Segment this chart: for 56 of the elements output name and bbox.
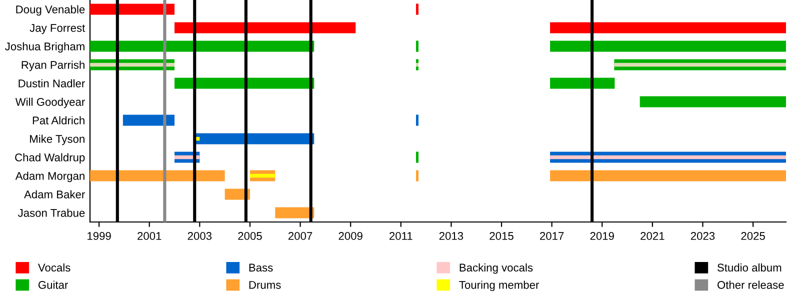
bar [90, 4, 175, 15]
legend-label: Guitar [38, 280, 68, 289]
bar [90, 170, 225, 182]
x-tick-label: 2025 [741, 232, 765, 240]
bar [550, 78, 615, 89]
bar [194, 133, 314, 144]
bar [416, 40, 419, 52]
bar [275, 207, 314, 218]
legend-label: Studio album [717, 263, 782, 272]
y-tick-label: Jay Forrest [30, 24, 86, 34]
bar [122, 114, 175, 126]
x-tick-label: 2023 [690, 232, 715, 240]
legend-label: Bass [249, 264, 273, 272]
bar [416, 170, 419, 182]
x-tick-label: 2003 [188, 232, 212, 240]
bar [550, 40, 786, 52]
bar [550, 155, 786, 160]
y-tick-label: Joshua Brigham [5, 42, 84, 53]
bar [416, 62, 419, 67]
bar [416, 152, 419, 163]
x-tick-label: 2011 [390, 232, 412, 240]
bar [416, 114, 419, 126]
legend-label: Touring member [459, 280, 540, 292]
x-tick-label: 2021 [640, 232, 664, 240]
legend-label: Drums [249, 281, 281, 289]
x-tick-label: 2005 [238, 232, 262, 240]
bar [416, 4, 419, 15]
y-tick-label: Dustin Nadler [18, 79, 85, 88]
y-tick-label: Ryan Parrish [22, 60, 84, 72]
legend-label: Other release [718, 280, 784, 289]
y-tick-label: Pat Aldrich [32, 116, 84, 124]
x-tick-label: 2015 [490, 232, 514, 240]
bar [640, 96, 786, 108]
y-tick-label: Doug Venable [16, 5, 85, 16]
y-tick-label: Adam Baker [24, 190, 85, 198]
x-tick-label: 2001 [138, 232, 162, 240]
bar [90, 40, 314, 52]
legend-label: Backing vocals [460, 263, 533, 274]
bar [250, 174, 276, 178]
bar [550, 170, 786, 182]
x-tick-label: 1999 [88, 232, 111, 240]
y-tick-label: Chad Waldrup [15, 153, 85, 164]
x-tick-label: 2017 [540, 232, 564, 240]
bar [614, 62, 786, 67]
x-tick-label: 2019 [590, 232, 614, 240]
x-tick-label: 2007 [288, 232, 312, 240]
bar [174, 22, 356, 34]
x-tick-label: 2009 [338, 232, 362, 240]
y-tick-label: Will Goodyear [15, 98, 85, 108]
y-tick-label: Mike Tyson [30, 134, 84, 146]
y-tick-label: Adam Morgan [15, 172, 84, 182]
bar [174, 78, 314, 89]
x-tick-label: 2013 [439, 232, 464, 240]
y-tick-label: Jason Trabue [18, 208, 85, 217]
bar [550, 22, 786, 34]
legend-label: Vocals [38, 263, 70, 272]
